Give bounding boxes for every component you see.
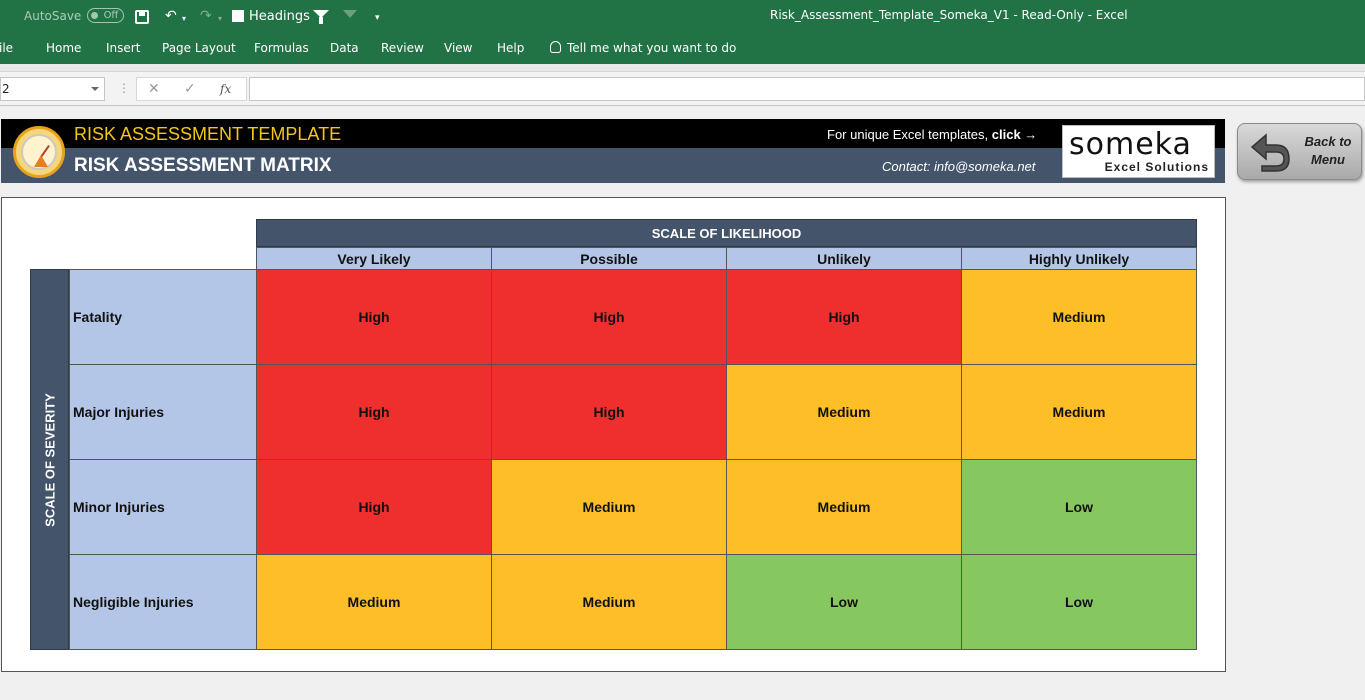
title-bar: AutoSave Off ↶ ▾ ↷ ▾ Headings ▾ Risk_Ass…: [0, 0, 1365, 33]
tab-help[interactable]: Help: [497, 41, 525, 55]
formula-bar: 2 ⋮ ✕ ✓ fx: [0, 72, 1365, 106]
tab-insert[interactable]: Insert: [106, 41, 141, 55]
risk-cell-medium[interactable]: Medium: [726, 364, 962, 460]
lightbulb-icon: [550, 41, 561, 53]
risk-cell-high[interactable]: High: [491, 364, 727, 460]
autosave-label: AutoSave: [24, 8, 82, 23]
risk-cell-high[interactable]: High: [726, 269, 962, 365]
tab-page-layout[interactable]: Page Layout: [162, 41, 236, 55]
risk-cell-high[interactable]: High: [256, 459, 492, 555]
name-box-value: 2: [2, 82, 10, 96]
tab-review[interactable]: Review: [381, 41, 424, 55]
tell-me-search[interactable]: Tell me what you want to do: [567, 41, 737, 55]
row-header-major-injuries: Major Injuries: [69, 364, 257, 460]
formula-buttons: ✕ ✓ fx: [136, 77, 247, 101]
back-to-menu-button[interactable]: Back to Menu: [1237, 123, 1362, 180]
back-arrow-icon: [1250, 133, 1290, 172]
column-header-possible: Possible: [491, 247, 727, 270]
tab-view[interactable]: View: [444, 41, 473, 55]
severity-header: SCALE OF SEVERITY: [30, 269, 69, 650]
column-header-unlikely: Unlikely: [726, 247, 962, 270]
headings-checkbox[interactable]: [232, 10, 244, 22]
risk-cell-high[interactable]: High: [491, 269, 727, 365]
column-header-very-likely: Very Likely: [256, 247, 492, 270]
gauge-icon: [13, 126, 65, 178]
banner-title: RISK ASSESSMENT TEMPLATE: [74, 124, 342, 144]
back-label-line2: Menu: [1311, 152, 1345, 167]
redo-icon[interactable]: ↷: [200, 8, 212, 24]
banner-top-strip: [1, 119, 1225, 148]
filter-icon[interactable]: [313, 10, 329, 24]
column-header-highly-unlikely: Highly Unlikely: [961, 247, 1197, 270]
banner-bottom-strip: [1, 148, 1225, 183]
risk-cell-medium[interactable]: Medium: [726, 459, 962, 555]
risk-cell-low[interactable]: Low: [961, 459, 1197, 555]
clear-filter-icon[interactable]: [343, 10, 357, 18]
ribbon-collapsed-area: [0, 64, 1365, 72]
redo-dropdown-icon[interactable]: ▾: [218, 14, 223, 23]
window-title: Risk_Assessment_Template_Someka_V1 - Rea…: [770, 8, 1128, 22]
risk-cell-high[interactable]: High: [256, 364, 492, 460]
enter-icon[interactable]: ✓: [184, 81, 196, 97]
insert-function-icon[interactable]: fx: [220, 82, 232, 96]
tab-home[interactable]: Home: [46, 41, 82, 55]
ribbon-tabs: ile Home Insert Page Layout Formulas Dat…: [0, 33, 1365, 64]
risk-cell-high[interactable]: High: [256, 269, 492, 365]
customize-qat-icon[interactable]: ▾: [375, 13, 380, 23]
likelihood-header: SCALE OF LIKELIHOOD: [256, 219, 1197, 247]
back-label-line1: Back to: [1304, 134, 1352, 149]
sheet-banner: RISK ASSESSMENT TEMPLATE RISK ASSESSMENT…: [1, 119, 1225, 183]
someka-logo[interactable]: someka Excel Solutions: [1062, 125, 1215, 178]
risk-cell-medium[interactable]: Medium: [961, 269, 1197, 365]
row-header-fatality: Fatality: [69, 269, 257, 365]
autosave-switch[interactable]: Off: [87, 8, 125, 23]
contact-email[interactable]: Contact: info@someka.net: [882, 159, 1036, 174]
cancel-icon[interactable]: ✕: [148, 81, 160, 97]
logo-wordmark: someka: [1069, 127, 1192, 162]
formula-input[interactable]: [249, 77, 1365, 101]
logo-tagline: Excel Solutions: [1104, 160, 1209, 174]
name-box[interactable]: 2: [0, 77, 105, 101]
risk-cell-low[interactable]: Low: [726, 554, 962, 650]
autosave-toggle[interactable]: AutoSave Off: [24, 8, 125, 23]
risk-cell-medium[interactable]: Medium: [256, 554, 492, 650]
risk-cell-medium[interactable]: Medium: [491, 554, 727, 650]
severity-label: SCALE OF SEVERITY: [42, 392, 57, 527]
templates-link-click[interactable]: click →: [991, 127, 1038, 142]
tab-file[interactable]: ile: [0, 41, 14, 55]
tab-formulas[interactable]: Formulas: [254, 41, 309, 55]
undo-dropdown-icon[interactable]: ▾: [182, 14, 187, 23]
formula-bar-grip-icon[interactable]: ⋮: [118, 81, 130, 95]
risk-cell-medium[interactable]: Medium: [491, 459, 727, 555]
save-icon[interactable]: [135, 10, 149, 24]
row-header-minor-injuries: Minor Injuries: [69, 459, 257, 555]
undo-icon[interactable]: ↶: [165, 8, 177, 24]
headings-label: Headings: [249, 9, 310, 24]
templates-link[interactable]: For unique Excel templates, click →: [827, 127, 1037, 142]
risk-cell-low[interactable]: Low: [961, 554, 1197, 650]
templates-link-text: For unique Excel templates,: [827, 127, 989, 142]
row-header-negligible-injuries: Negligible Injuries: [69, 554, 257, 650]
tab-data[interactable]: Data: [330, 41, 359, 55]
chevron-down-icon[interactable]: [91, 87, 99, 91]
banner-subtitle: RISK ASSESSMENT MATRIX: [74, 155, 332, 176]
back-to-menu-label: Back to Menu: [1300, 133, 1356, 169]
risk-cell-medium[interactable]: Medium: [961, 364, 1197, 460]
